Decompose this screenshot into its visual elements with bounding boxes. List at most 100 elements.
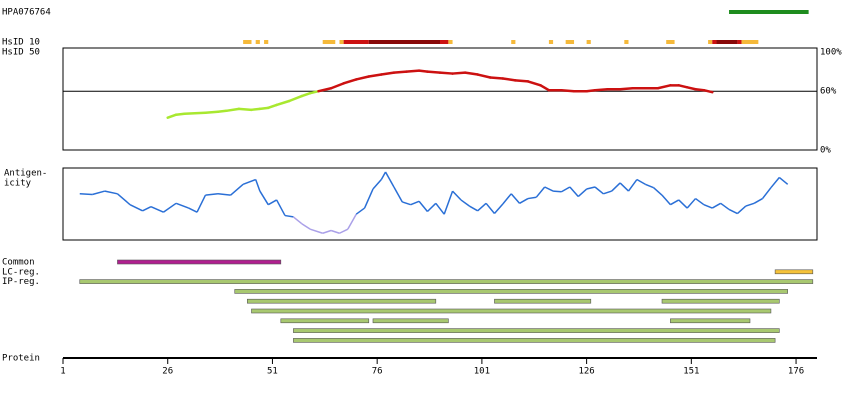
identity-line xyxy=(514,79,530,83)
track-region xyxy=(494,298,592,304)
antigenicity-line xyxy=(284,214,294,218)
identity-line xyxy=(204,110,220,115)
identity-line xyxy=(380,71,396,76)
antigenicity-line xyxy=(175,202,189,209)
track-region xyxy=(372,318,449,324)
antigenicity-line xyxy=(627,179,638,192)
antigenicity-line xyxy=(301,223,311,230)
antigenicity-line xyxy=(695,197,705,206)
identity-line xyxy=(539,84,551,92)
identity-line xyxy=(585,88,597,93)
antigenicity-line xyxy=(569,186,579,198)
x-tick-label: 1 xyxy=(60,367,65,377)
identity-line xyxy=(677,84,689,89)
antigenicity-line xyxy=(150,206,164,213)
hsid-segment xyxy=(511,40,516,44)
antigenicity-line xyxy=(636,178,646,185)
hsid-segment xyxy=(741,40,759,44)
y-tick-label: 100% xyxy=(820,48,842,58)
x-tick-label: 51 xyxy=(267,367,278,377)
identity-line xyxy=(463,71,479,76)
identity-line xyxy=(225,107,241,113)
antigenicity-line xyxy=(561,186,571,193)
antigen-label: HPA076764 xyxy=(2,8,51,18)
antigenicity-label: Antigen- xyxy=(4,169,47,179)
track-label: IP-reg. xyxy=(2,277,40,287)
antigenicity-line xyxy=(661,194,671,206)
track-region xyxy=(661,298,780,304)
track-region xyxy=(293,328,780,333)
antigenicity-line xyxy=(339,228,349,234)
hsid-segment xyxy=(708,40,713,44)
identity-line xyxy=(392,70,408,74)
antigenicity-line xyxy=(380,171,387,180)
identity-line xyxy=(275,99,291,107)
x-tick-label: 151 xyxy=(683,367,699,377)
hsid-segment xyxy=(448,40,453,44)
identity-line xyxy=(258,106,270,111)
hsid-segment xyxy=(712,40,717,44)
identity-line xyxy=(250,107,262,112)
axis-label: Protein xyxy=(2,354,40,364)
track-region xyxy=(774,269,814,275)
antigenicity-line xyxy=(435,202,445,215)
antigen-bar xyxy=(729,10,809,14)
identity-line xyxy=(685,86,697,91)
track-region xyxy=(251,308,772,314)
hsid-segment xyxy=(339,40,344,44)
antigenicity-line xyxy=(363,188,374,209)
antigenicity-line xyxy=(452,190,462,201)
antigenicity-line xyxy=(254,179,261,192)
x-tick-label: 176 xyxy=(788,367,804,377)
hsid-segment xyxy=(716,40,738,44)
x-tick-label: 101 xyxy=(474,367,490,377)
identity-line xyxy=(308,89,320,95)
antigenicity-line xyxy=(104,190,118,195)
identity-line xyxy=(317,87,333,93)
antigenicity-line xyxy=(267,199,278,206)
hsid-segment xyxy=(264,40,269,44)
hsid-segment xyxy=(368,40,440,44)
antigenicity-line xyxy=(79,193,93,196)
identity-line xyxy=(702,88,714,94)
antigenicity-line xyxy=(205,193,219,196)
track-region xyxy=(670,318,751,324)
antigenicity-line xyxy=(330,229,340,234)
antigenicity-line xyxy=(292,216,303,225)
track-region xyxy=(293,338,776,343)
identity-line xyxy=(526,80,542,87)
antigenicity-line xyxy=(603,190,612,195)
antigenicity-line xyxy=(188,207,198,213)
track-label: LC-reg. xyxy=(2,267,40,277)
antigenicity-line xyxy=(527,196,537,200)
track-region xyxy=(117,259,282,265)
identity-line xyxy=(426,70,442,74)
antigenicity-line xyxy=(217,193,231,196)
antigenicity-line xyxy=(163,202,177,213)
hsid-segment xyxy=(440,40,449,44)
y-tick-label: 0% xyxy=(820,146,831,156)
antigenicity-label: icity xyxy=(4,179,32,189)
hsid-segment xyxy=(586,40,591,44)
antigenicity-line xyxy=(142,206,152,212)
antigenicity-line xyxy=(196,194,207,213)
y-tick-label: 60% xyxy=(820,87,837,97)
antigenicity-line xyxy=(611,182,621,192)
antigenicity-line xyxy=(778,176,789,185)
antigenicity-line xyxy=(670,199,680,206)
antigenicity-line xyxy=(711,202,722,209)
antigenicity-line xyxy=(259,190,269,206)
antigenicity-line xyxy=(402,201,411,206)
identity-line xyxy=(329,82,345,90)
antigenicity-line xyxy=(577,188,588,198)
antigenicity-line xyxy=(745,202,755,207)
antigenicity-line xyxy=(116,193,131,206)
antigenicity-line xyxy=(410,200,420,206)
antigenicity-line xyxy=(586,186,596,190)
identity-line xyxy=(656,84,672,90)
identity-line xyxy=(417,69,429,73)
antigenicity-line xyxy=(594,186,604,195)
identity-line xyxy=(694,87,706,92)
hsid-segment xyxy=(666,40,675,44)
